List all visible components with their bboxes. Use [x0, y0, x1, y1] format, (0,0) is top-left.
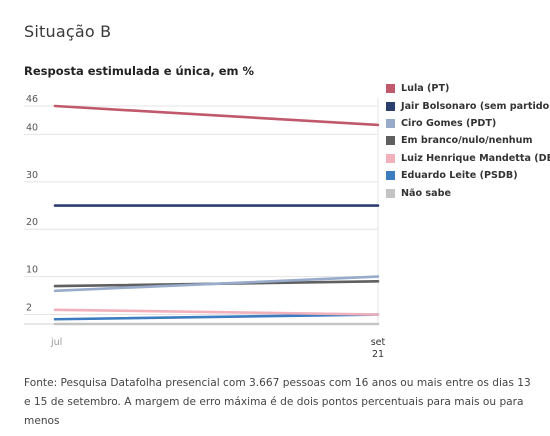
legend-swatch: [386, 136, 395, 146]
chart-title: Resposta estimulada e única, em %: [24, 64, 255, 78]
y-tick-label: 30: [26, 170, 38, 181]
x-tick-label: set 21: [371, 337, 386, 360]
series-lines: [53, 104, 380, 326]
legend-label: Não sabe: [401, 187, 451, 199]
legend-label: Luiz Henrique Mandetta (DEM): [401, 152, 550, 164]
legend-swatch: [386, 84, 395, 94]
axis-labels: 2 10 20 30 40 46 jul set 21: [26, 94, 386, 360]
x-tick-label: jul: [50, 337, 62, 348]
chart-legend: Lula (PT) Jair Bolsonaro (sem partido) Cir…: [386, 80, 550, 202]
y-tick-label: 10: [26, 265, 38, 276]
y-tick-label: 20: [26, 217, 38, 228]
series-line-2: [53, 275, 380, 293]
legend-label: Jair Bolsonaro (sem partido): [401, 100, 550, 112]
y-tick-label: 40: [26, 122, 38, 133]
legend-item: Luiz Henrique Mandetta (DEM): [386, 150, 550, 167]
y-tick-label: 2: [26, 303, 32, 314]
legend-swatch: [386, 171, 395, 181]
legend-label: Eduardo Leite (PSDB): [401, 170, 518, 182]
legend-label: Lula (PT): [401, 83, 450, 95]
legend-item: Eduardo Leite (PSDB): [386, 167, 550, 184]
series-line-4: [53, 308, 380, 316]
series-line-0: [53, 104, 380, 127]
legend-swatch: [386, 101, 395, 111]
page-heading: Situação B: [24, 22, 112, 41]
legend-swatch: [386, 153, 395, 163]
y-tick-label: 46: [26, 94, 38, 105]
legend-swatch: [386, 188, 395, 198]
legend-label: Em branco/nulo/nenhum: [401, 135, 533, 147]
legend-label: Ciro Gomes (PDT): [401, 117, 497, 129]
legend-swatch: [386, 118, 395, 128]
source-note: Fonte: Pesquisa Datafolha presencial com…: [24, 377, 531, 427]
legend-item: Em branco/nulo/nenhum: [386, 132, 550, 149]
legend-item: Lula (PT): [386, 80, 550, 97]
series-line-5: [53, 313, 380, 321]
legend-item: Não sabe: [386, 184, 550, 201]
legend-item: Ciro Gomes (PDT): [386, 115, 550, 132]
legend-item: Jair Bolsonaro (sem partido): [386, 97, 550, 114]
